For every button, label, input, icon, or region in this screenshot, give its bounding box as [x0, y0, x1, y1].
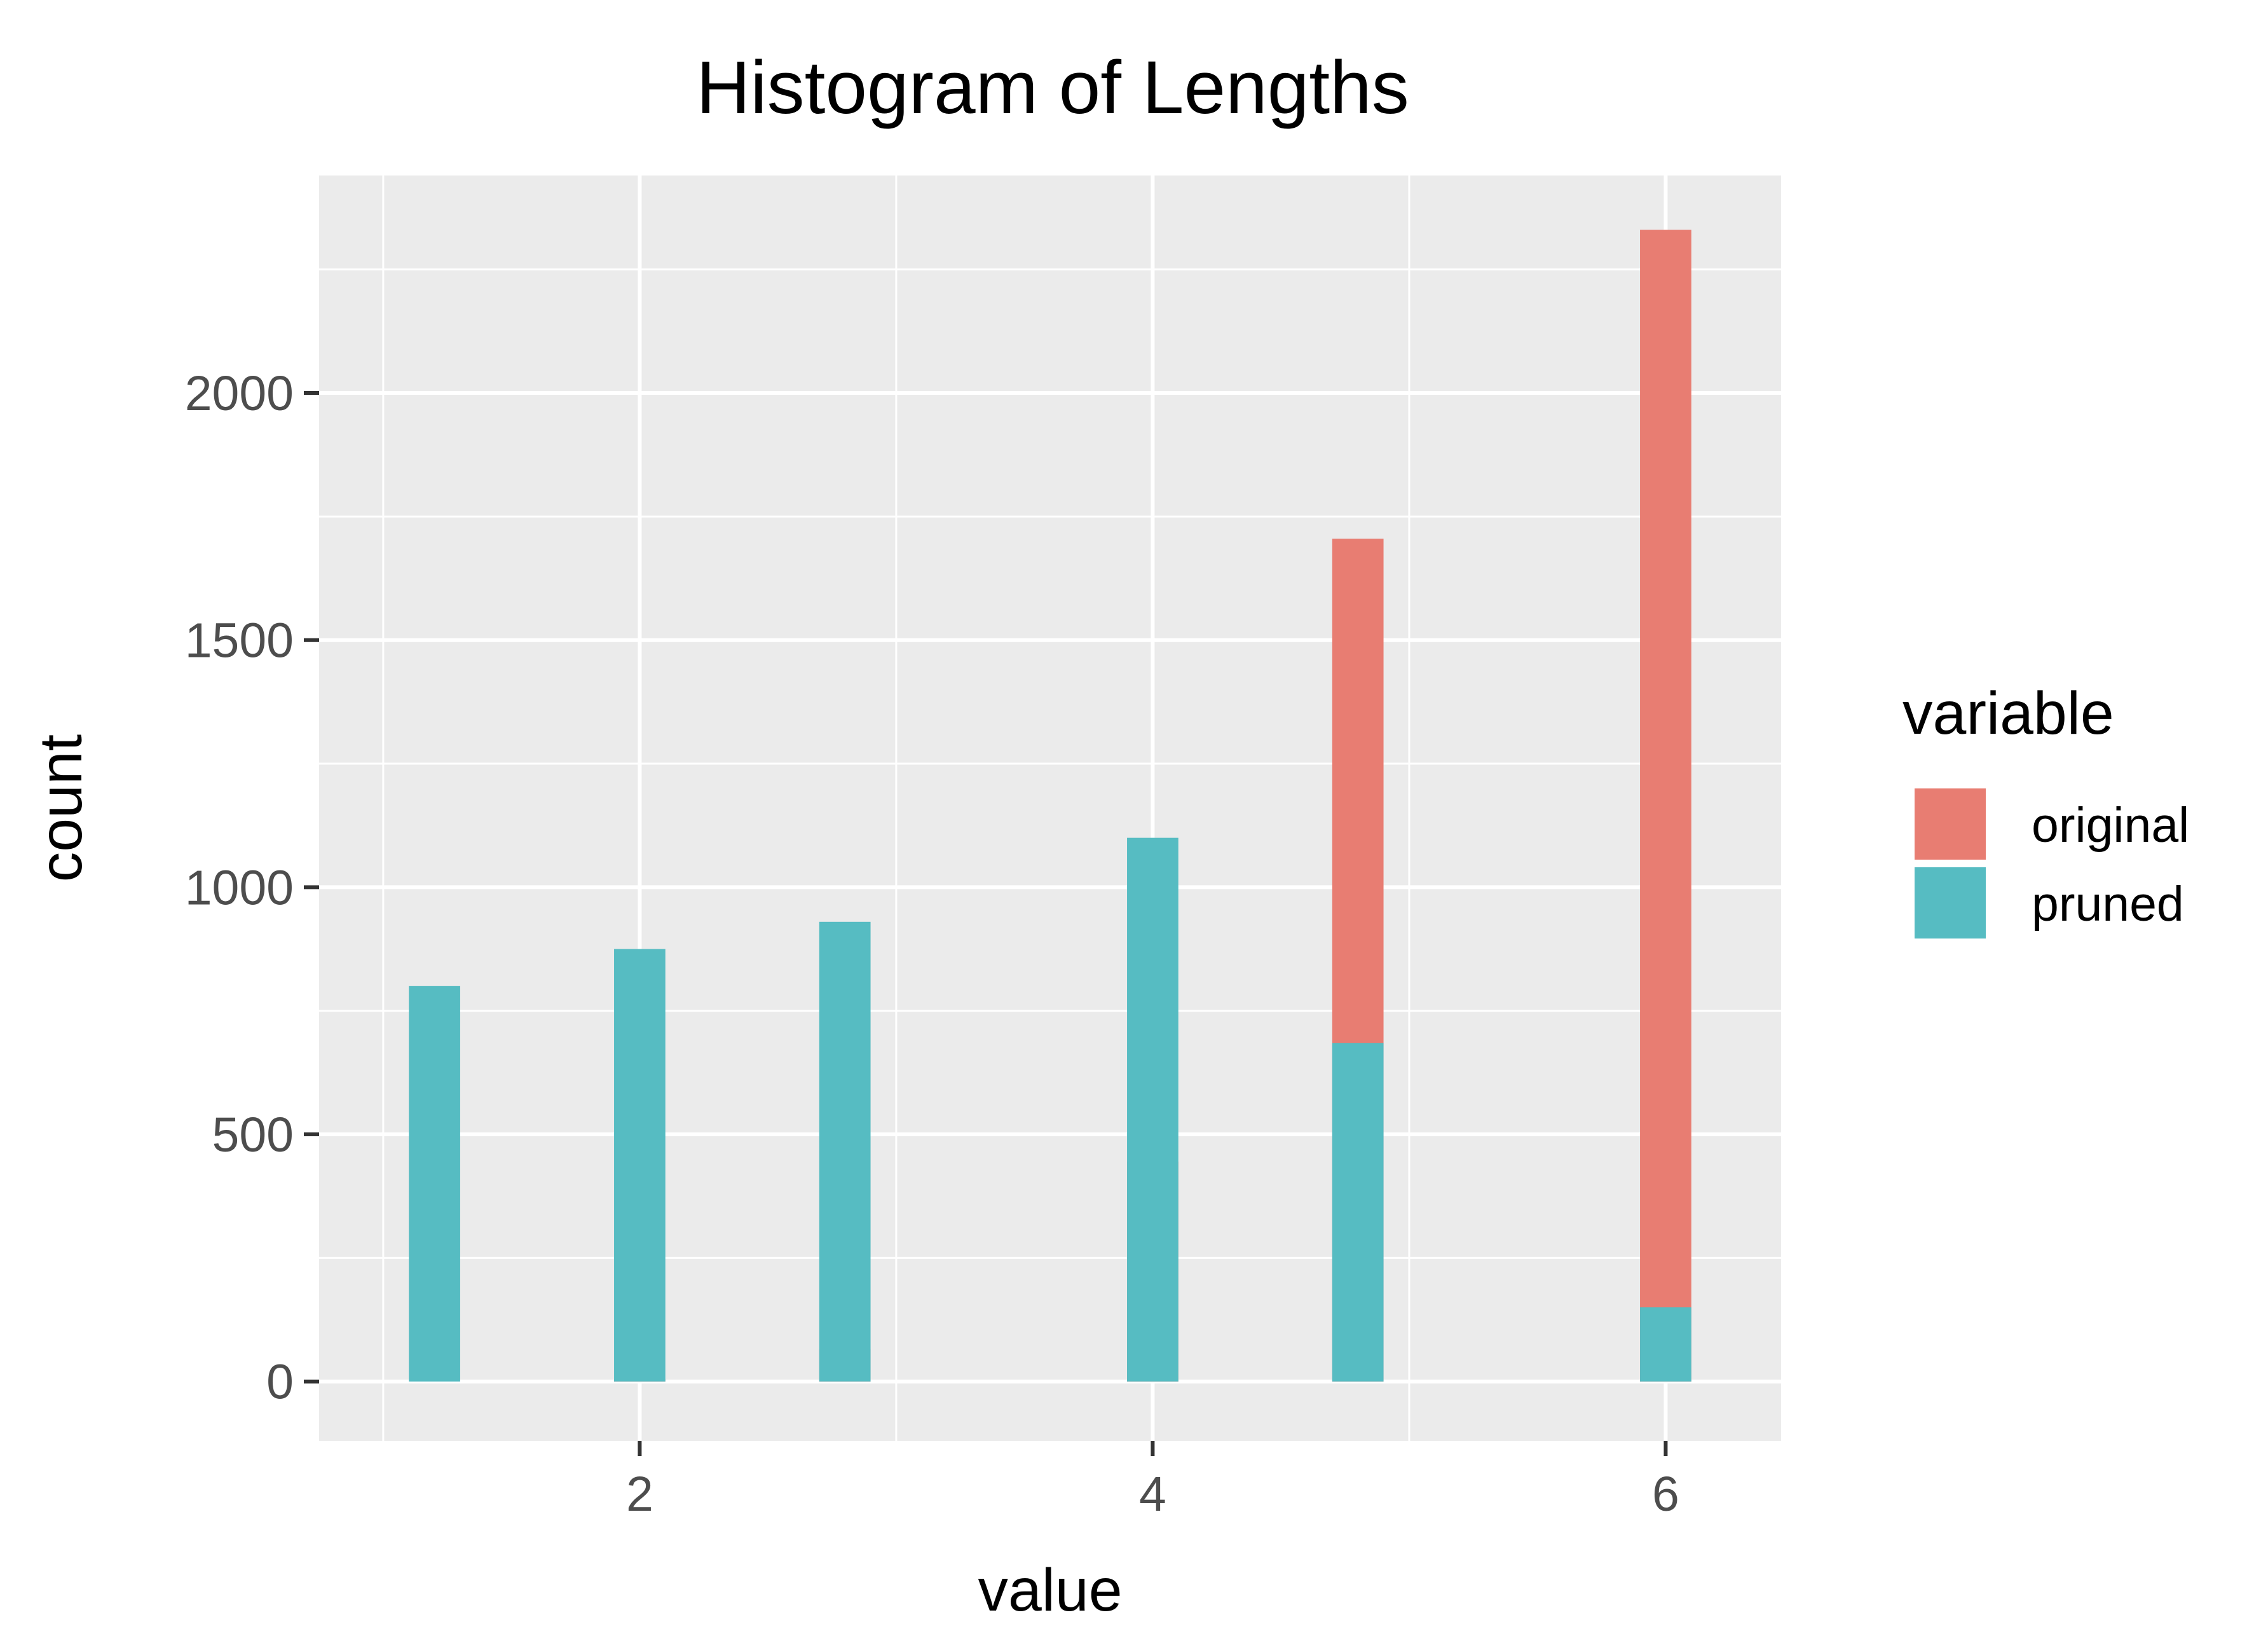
- legend-label-original: original: [2032, 798, 2189, 853]
- legend-swatch-original: [1915, 788, 1986, 860]
- x-tick-label: 4: [1139, 1467, 1166, 1522]
- x-axis: 2 4 6: [626, 1441, 1679, 1522]
- bar-pruned: [819, 921, 871, 1382]
- y-tick-label: 2000: [185, 366, 294, 421]
- legend: variable original pruned: [1903, 680, 2189, 940]
- y-axis-title: count: [27, 734, 95, 882]
- x-tick-label: 6: [1652, 1467, 1679, 1522]
- y-tick-label: 1500: [185, 614, 294, 668]
- y-axis: 0 500 1000 1500 2000: [185, 366, 319, 1410]
- x-axis-title: value: [978, 1557, 1122, 1624]
- bar-pruned: [1640, 1307, 1691, 1382]
- x-tick-label: 2: [626, 1467, 653, 1522]
- legend-swatch-pruned: [1915, 867, 1986, 938]
- bar-original: [1640, 230, 1691, 1382]
- legend-title: variable: [1903, 680, 2114, 747]
- legend-items: original pruned: [1913, 787, 2189, 940]
- bar-pruned: [1127, 837, 1178, 1382]
- bar-pruned: [1332, 1043, 1384, 1382]
- bar-pruned: [409, 986, 460, 1382]
- chart-title: Histogram of Lengths: [696, 46, 1409, 130]
- bar-pruned: [614, 949, 666, 1382]
- bars: [409, 230, 1691, 1382]
- plot-panel: [319, 175, 1781, 1441]
- minor-grid: [319, 175, 1781, 1441]
- y-tick-label: 1000: [185, 860, 294, 915]
- y-tick-label: 500: [212, 1108, 294, 1162]
- legend-label-pruned: pruned: [2032, 877, 2184, 931]
- y-tick-label: 0: [266, 1355, 294, 1410]
